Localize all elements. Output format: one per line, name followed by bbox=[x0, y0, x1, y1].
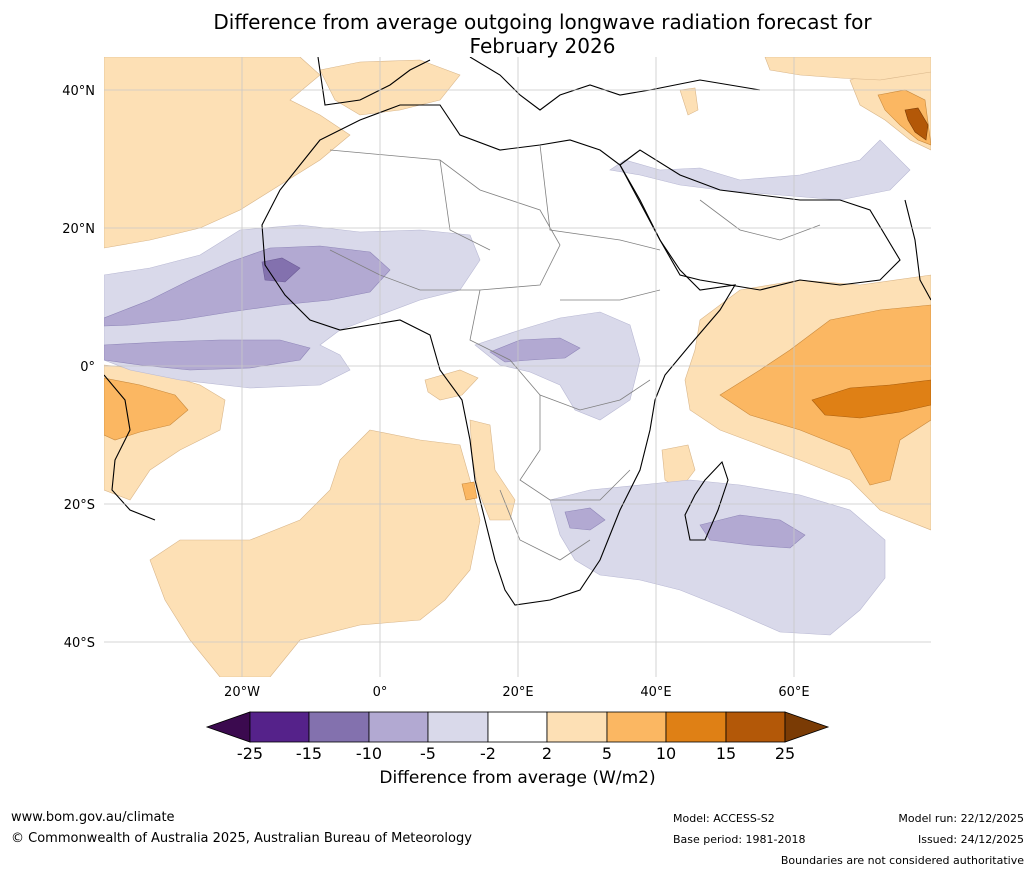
lon-label-20e: 20°E bbox=[502, 685, 533, 700]
lat-label-20n: 20°N bbox=[62, 222, 95, 237]
website-link[interactable]: www.bom.gov.au/climate bbox=[11, 810, 175, 825]
positive-anomaly-brazil-coast bbox=[104, 377, 189, 441]
colorbar-tick-label: 5 bbox=[601, 744, 613, 763]
colorbar-tick-label: -10 bbox=[355, 744, 383, 763]
country-borders bbox=[329, 144, 821, 561]
base-period: Base period: 1981-2018 bbox=[673, 833, 806, 846]
colorbar bbox=[205, 711, 830, 743]
positive-anomaly-indian-ocean-mid bbox=[719, 304, 931, 486]
colorbar-tick-label: -15 bbox=[295, 744, 323, 763]
lon-label-40e: 40°E bbox=[640, 685, 671, 700]
colorbar-bin-9 bbox=[725, 711, 786, 743]
colorbar-title: Difference from average (W/m2) bbox=[379, 768, 656, 788]
lat-label-equator: 0° bbox=[80, 360, 95, 375]
colorbar-tick-label: 15 bbox=[715, 744, 737, 763]
positive-anomaly-levant bbox=[679, 87, 699, 116]
colorbar-extend-high bbox=[784, 711, 830, 743]
colorbar-extend-low bbox=[205, 711, 251, 743]
colorbar-tick-label: -5 bbox=[420, 744, 436, 763]
boundaries-disclaimer: Boundaries are not considered authoritat… bbox=[780, 854, 1024, 867]
map-title: Difference from average outgoing longwav… bbox=[110, 10, 975, 58]
positive-anomaly-iran-core bbox=[904, 107, 929, 141]
negative-anomaly-south-africa-core bbox=[564, 507, 606, 531]
negative-anomaly-equatorial-atlantic bbox=[104, 339, 311, 371]
graticule bbox=[104, 57, 931, 677]
copyright-text: © Commonwealth of Australia 2025, Austra… bbox=[11, 831, 472, 846]
madagascar-coastline bbox=[684, 460, 729, 541]
colorbar-bin-5 bbox=[487, 711, 548, 743]
africa-coastline bbox=[261, 104, 737, 606]
negative-anomaly-west-africa-core bbox=[261, 257, 301, 283]
map-area bbox=[104, 57, 931, 677]
negative-anomaly-south-indian-core bbox=[699, 514, 806, 549]
latitude-labels: 40°N 20°N 0° 20°S 40°S bbox=[62, 84, 95, 651]
positive-anomaly-indian-ocean-core bbox=[811, 379, 931, 419]
positive-anomaly-angola-core bbox=[461, 481, 478, 501]
lat-label-40s: 40°S bbox=[64, 636, 95, 651]
positive-anomaly-nw-atlantic bbox=[104, 57, 351, 249]
colorbar-tick-label: -2 bbox=[480, 744, 496, 763]
colorbar-tick-label: 2 bbox=[541, 744, 553, 763]
positive-anomaly-angola bbox=[469, 419, 516, 521]
colorbar-tick-label: 25 bbox=[774, 744, 796, 763]
colorbar-bin-3 bbox=[368, 711, 429, 743]
arabia-coastline bbox=[619, 149, 901, 291]
model-name: Model: ACCESS-S2 bbox=[673, 812, 775, 825]
lon-label-0: 0° bbox=[373, 685, 388, 700]
india-coastline bbox=[904, 199, 931, 301]
colorbar-bin-4 bbox=[427, 711, 489, 743]
positive-anomaly-caucasus bbox=[764, 57, 931, 81]
longitude-labels: 20°W 0° 20°E 40°E 60°E bbox=[224, 685, 810, 700]
coastlines bbox=[104, 57, 931, 606]
lon-label-20w: 20°W bbox=[224, 685, 260, 700]
lat-label-20s: 20°S bbox=[64, 498, 95, 513]
lon-label-60e: 60°E bbox=[778, 685, 809, 700]
colorbar-bin-7 bbox=[606, 711, 667, 743]
colorbar-bin-6 bbox=[546, 711, 608, 743]
title-line-1: Difference from average outgoing longwav… bbox=[213, 10, 872, 34]
colorbar-bin-8 bbox=[665, 711, 727, 743]
negative-anomaly-southern-africa bbox=[549, 479, 886, 636]
title-line-2: February 2026 bbox=[469, 34, 616, 58]
positive-anomaly-nw-africa bbox=[319, 59, 461, 116]
south-america-coastline bbox=[104, 374, 156, 521]
colorbar-bin-2 bbox=[308, 711, 370, 743]
colorbar-tick-label: -25 bbox=[236, 744, 264, 763]
colorbar-bin-1 bbox=[249, 711, 310, 743]
negative-anomaly-congo bbox=[489, 337, 581, 363]
issued-date: Issued: 24/12/2025 bbox=[917, 833, 1024, 846]
lat-label-40n: 40°N bbox=[62, 84, 95, 99]
negative-anomaly-red-sea bbox=[609, 139, 911, 201]
colorbar-tick-label: 10 bbox=[655, 744, 677, 763]
positive-anomaly-se-atlantic bbox=[149, 429, 481, 677]
model-run-date: Model run: 22/12/2025 bbox=[898, 812, 1024, 825]
